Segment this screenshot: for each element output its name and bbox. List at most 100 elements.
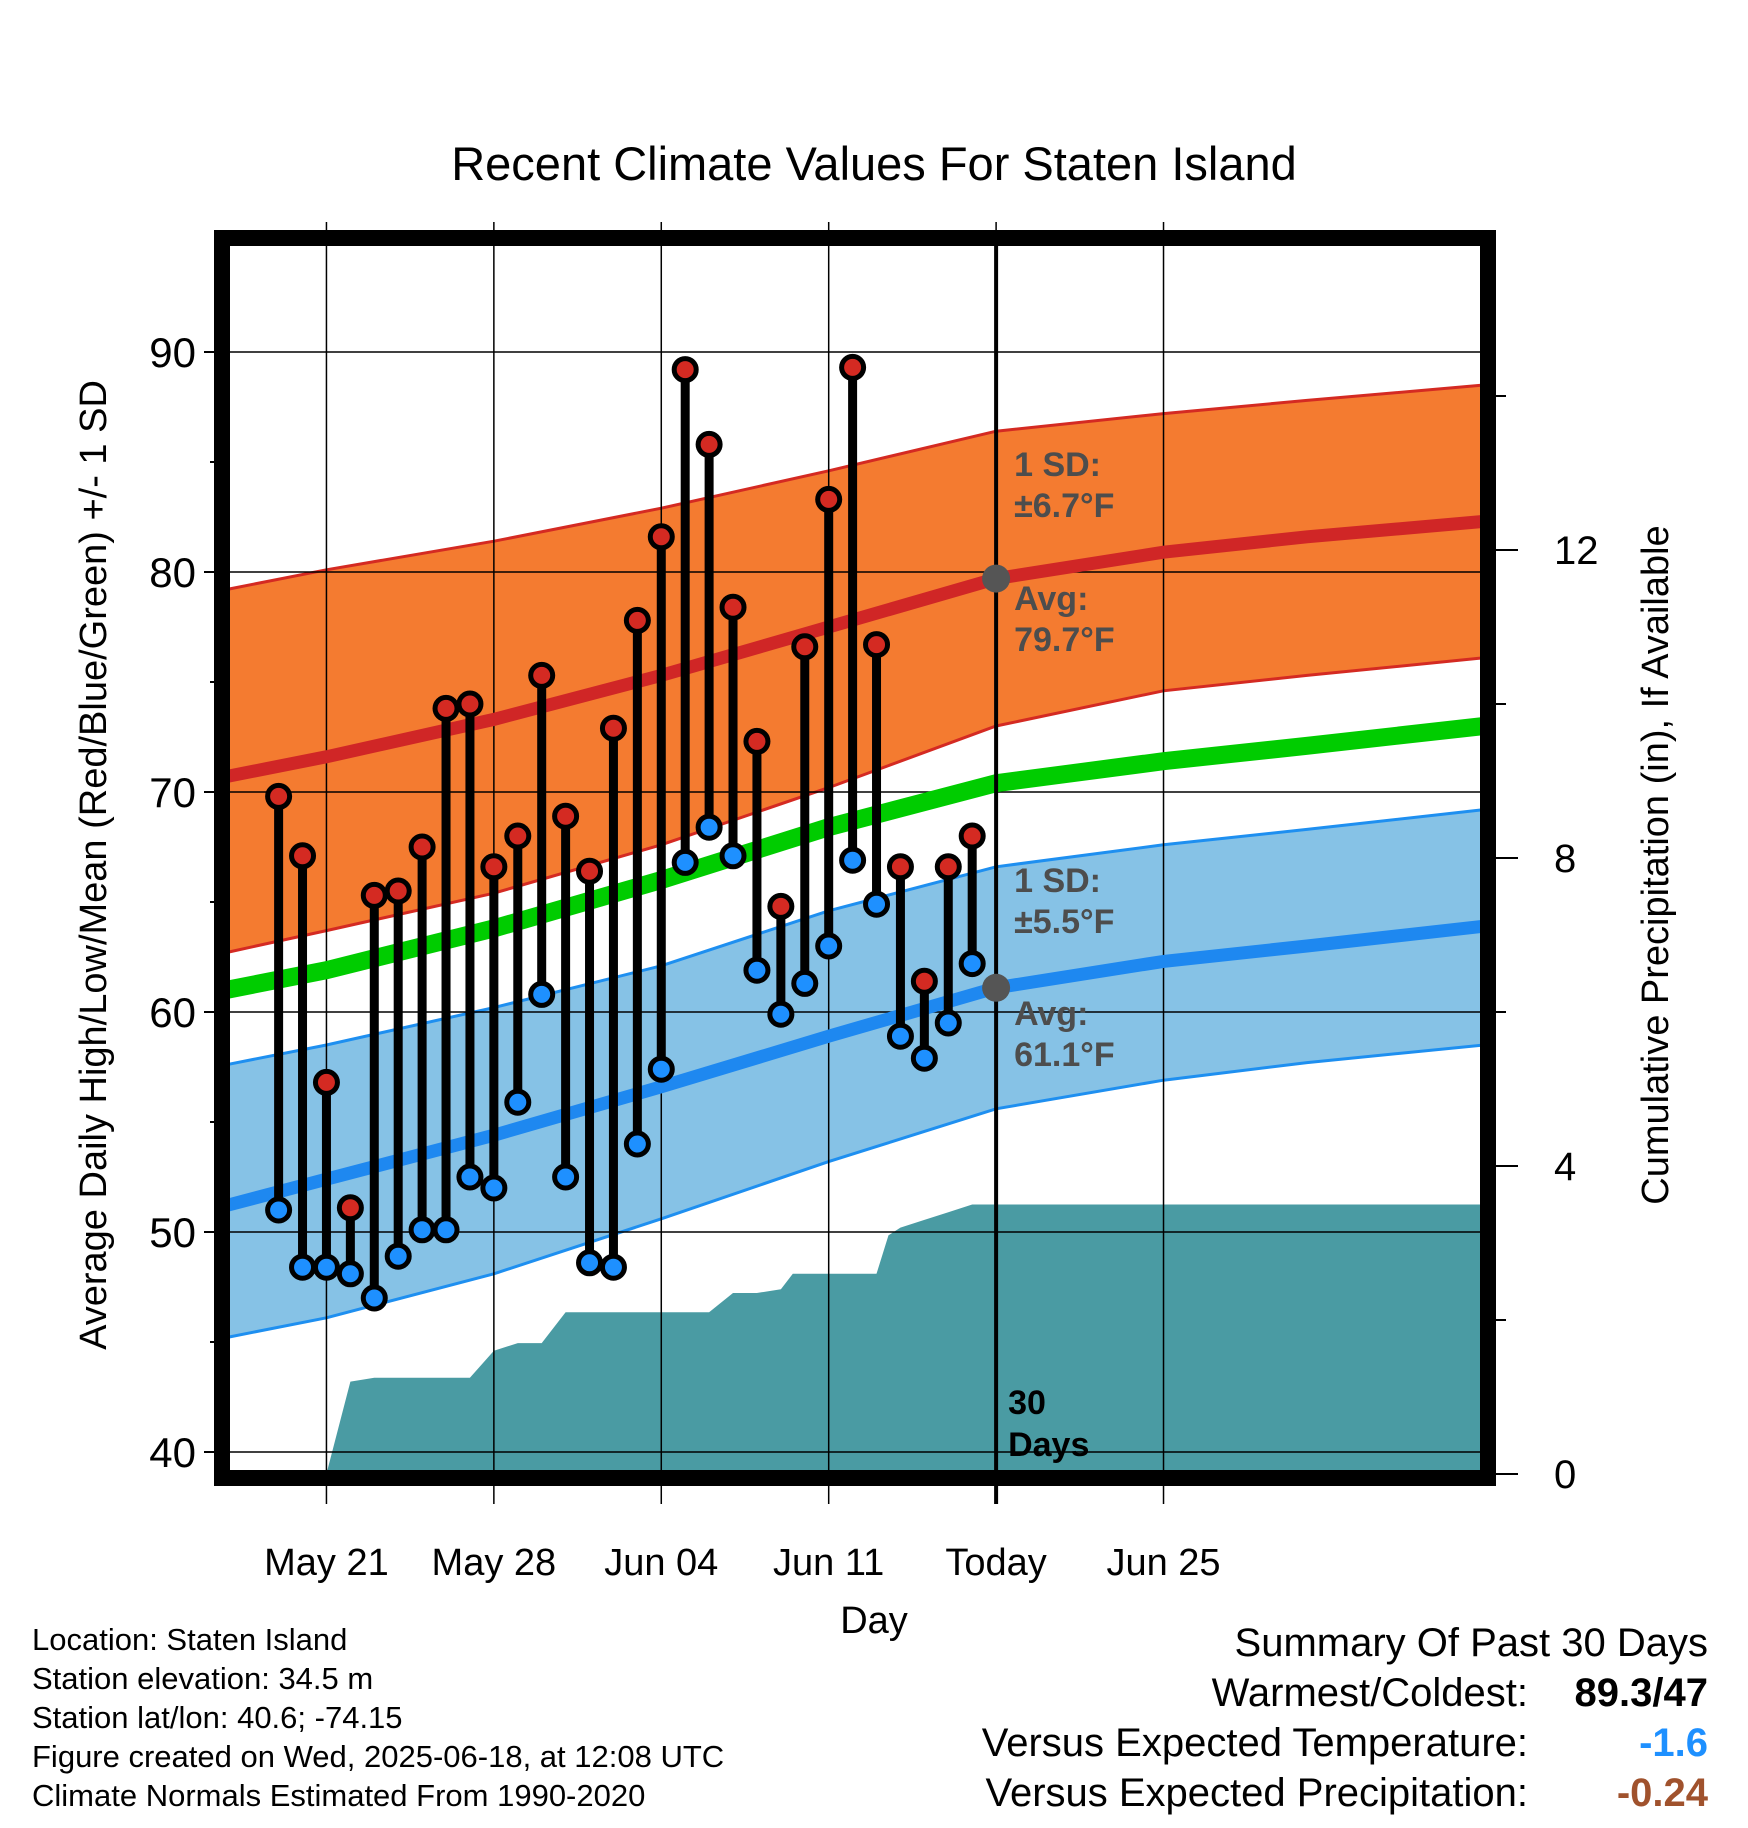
high-temp-point — [384, 877, 412, 905]
low-temp-point — [719, 842, 747, 870]
high-temp-point — [671, 356, 699, 384]
low-avg-value: 61.1°F — [1014, 1036, 1115, 1074]
low-sd-value: ±5.5°F — [1014, 903, 1114, 941]
high-temp-point — [456, 690, 484, 718]
low-temp-point — [480, 1174, 508, 1202]
precip-anomaly-value: -0.24 — [1616, 1771, 1708, 1815]
normals-text: Climate Normals Estimated From 1990-2020 — [32, 1778, 646, 1813]
high-temp-point — [886, 853, 914, 881]
coldest-value: /47 — [1652, 1671, 1708, 1715]
high-temp-point — [839, 353, 867, 381]
low-avg-label: Avg: — [1014, 995, 1088, 1033]
low-temp-point — [934, 1009, 962, 1037]
summary-heading: Summary Of Past 30 Days — [1234, 1621, 1708, 1665]
high-avg-label: Avg: — [1014, 580, 1088, 618]
low-temp-point — [767, 1000, 795, 1028]
low-temp-point — [958, 950, 986, 978]
x-tick-label: Jun 04 — [604, 1542, 718, 1584]
warm-cold-value: 89.3/47 — [1528, 1668, 1708, 1718]
station-info: Location: Staten Island Station elevatio… — [32, 1620, 724, 1815]
high-temp-point — [360, 881, 388, 909]
high-temp-point — [623, 606, 651, 634]
x-tick-label: Jun 25 — [1106, 1542, 1220, 1584]
precip-anomaly-row: Versus Expected Precipitation: -0.24 — [982, 1768, 1708, 1818]
low-sd-band — [226, 809, 1484, 1338]
warmest-value: 89.3 — [1574, 1671, 1653, 1715]
x-tick-label: May 21 — [264, 1542, 389, 1584]
high-avg-value: 79.7°F — [1014, 621, 1115, 659]
elevation-text: Station elevation: 34.5 m — [32, 1661, 374, 1696]
low-temp-point — [504, 1088, 532, 1116]
y-axis-label: Average Daily High/Low/Mean (Red/Blue/Gr… — [73, 380, 115, 1350]
y-tick-label: 90 — [149, 329, 196, 376]
high-temp-point — [504, 822, 532, 850]
low-temp-point — [886, 1022, 914, 1050]
high-temp-point — [934, 853, 962, 881]
y-tick-label: 60 — [149, 989, 196, 1036]
low-temp-point — [336, 1260, 364, 1288]
temp-anomaly-row: Versus Expected Temperature: -1.6 — [982, 1718, 1708, 1768]
x-tick-label: Jun 11 — [773, 1542, 884, 1584]
x-tick-label: Today — [945, 1542, 1046, 1584]
high-temp-point — [432, 694, 460, 722]
high-temp-point — [815, 485, 843, 513]
high-sd-value: ±6.7°F — [1014, 487, 1114, 525]
high-temp-point — [289, 842, 317, 870]
high-temp-point — [863, 631, 891, 659]
high-sd-label: 1 SD: — [1014, 446, 1101, 484]
low-temp-point — [695, 813, 723, 841]
x-axis-label: Day — [840, 1600, 908, 1642]
today-high-avg-point — [982, 564, 1011, 593]
y2-tick-label: 4 — [1554, 1145, 1576, 1189]
high-temp-point — [958, 822, 986, 850]
warmest-coldest-row: Warmest/Coldest: 89.3/47 — [982, 1668, 1708, 1718]
high-temp-point — [265, 782, 293, 810]
location-text: Location: Staten Island — [32, 1622, 348, 1657]
low-normal-line — [224, 919, 1485, 1212]
high-temp-point — [480, 853, 508, 881]
y2-axis-label: Cumulative Precipitation (in), If Availa… — [1635, 525, 1677, 1204]
low-temp-point — [265, 1196, 293, 1224]
low-temp-point — [552, 1163, 580, 1191]
x-tick-label: May 28 — [432, 1542, 557, 1584]
high-temp-point — [791, 633, 819, 661]
high-temp-point — [528, 661, 556, 689]
low-temp-point — [647, 1055, 675, 1083]
low-temp-point — [791, 969, 819, 997]
low-temp-point — [289, 1253, 317, 1281]
high-temp-point — [552, 802, 580, 830]
high-temp-point — [695, 430, 723, 458]
high-temp-point — [336, 1194, 364, 1222]
low-temp-point — [576, 1249, 604, 1277]
low-temp-point — [599, 1253, 627, 1281]
low-temp-point — [432, 1216, 460, 1244]
low-temp-point — [671, 848, 699, 876]
low-temp-point — [384, 1242, 412, 1270]
low-temp-point — [456, 1163, 484, 1191]
latlon-text: Station lat/lon: 40.6; -74.15 — [32, 1700, 403, 1735]
high-temp-point — [312, 1068, 340, 1096]
y2-tick-label: 12 — [1554, 529, 1599, 573]
low-temp-point — [408, 1216, 436, 1244]
chart-title: Recent Climate Values For Staten Island — [451, 137, 1297, 190]
high-temp-point — [576, 857, 604, 885]
temp-anomaly-label: Versus Expected Temperature: — [981, 1721, 1528, 1765]
low-temp-point — [815, 932, 843, 960]
days-unit-label: Days — [1008, 1426, 1089, 1464]
temp-anomaly-value: -1.6 — [1639, 1721, 1708, 1765]
created-text: Figure created on Wed, 2025-06-18, at 12… — [32, 1739, 725, 1774]
y2-tick-label: 0 — [1554, 1453, 1576, 1497]
low-temp-point — [312, 1253, 340, 1281]
high-temp-point — [647, 523, 675, 551]
y-tick-label: 70 — [149, 769, 196, 816]
low-temp-point — [360, 1284, 388, 1312]
low-sd-label: 1 SD: — [1014, 862, 1101, 900]
high-temp-point — [599, 714, 627, 742]
today-low-avg-point — [982, 973, 1011, 1002]
high-temp-point — [719, 593, 747, 621]
low-temp-point — [528, 980, 556, 1008]
precip-area — [226, 1204, 1484, 1474]
high-temp-point — [910, 967, 938, 995]
y-tick-label: 40 — [149, 1429, 196, 1476]
